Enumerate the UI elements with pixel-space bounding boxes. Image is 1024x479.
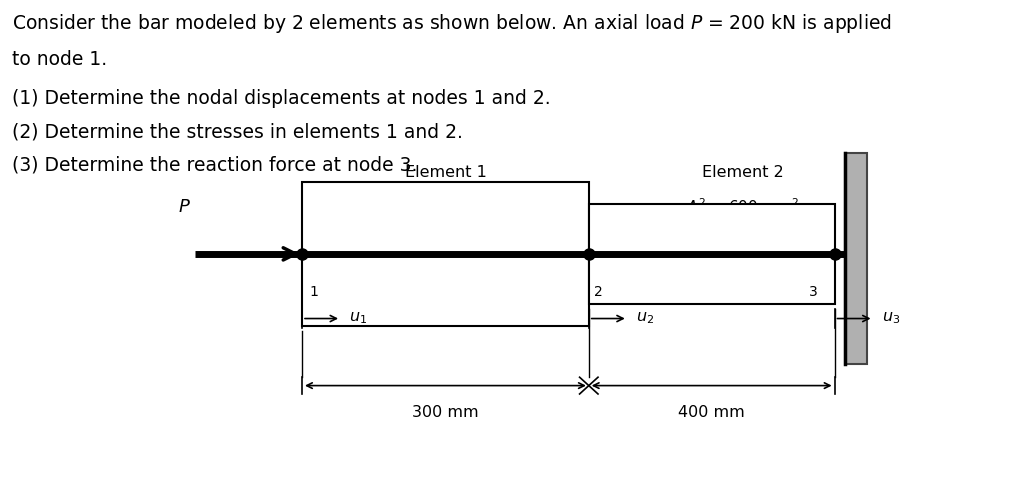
Bar	[302, 182, 589, 326]
Text: $u_3$: $u_3$	[882, 311, 900, 326]
Bar	[845, 153, 867, 364]
Text: Element 1: Element 1	[404, 165, 486, 180]
Text: 300 mm: 300 mm	[412, 405, 479, 420]
Text: $E^2$ = 200 x 10$^9$ N/m$^2$: $E^2$ = 200 x 10$^9$ N/m$^2$	[663, 231, 822, 251]
Text: (2) Determine the stresses in elements 1 and 2.: (2) Determine the stresses in elements 1…	[12, 122, 463, 141]
Text: (3) Determine the reaction force at node 3.: (3) Determine the reaction force at node…	[12, 156, 418, 175]
Text: $u_2$: $u_2$	[636, 311, 654, 326]
Text: $E^1$ = 70 x 10$^9$ N/m$^2$: $E^1$ = 70 x 10$^9$ N/m$^2$	[371, 231, 520, 251]
Text: (1) Determine the nodal displacements at nodes 1 and 2.: (1) Determine the nodal displacements at…	[12, 89, 551, 108]
Text: $A^2$ = 600 mm$^2$: $A^2$ = 600 mm$^2$	[686, 197, 799, 216]
Text: 2: 2	[594, 285, 603, 299]
Text: to node 1.: to node 1.	[12, 50, 108, 69]
Text: $P$: $P$	[178, 197, 190, 216]
Text: $u_1$: $u_1$	[349, 311, 368, 326]
Bar	[589, 204, 835, 304]
Text: Consider the bar modeled by 2 elements as shown below. An axial load $P$ = 200 k: Consider the bar modeled by 2 elements a…	[12, 12, 892, 35]
Text: 1: 1	[309, 285, 318, 299]
Text: 3: 3	[809, 285, 818, 299]
Text: 400 mm: 400 mm	[678, 405, 745, 420]
Text: $A^1$ = 2400 mm$^2$: $A^1$ = 2400 mm$^2$	[384, 197, 507, 216]
Text: Element 2: Element 2	[701, 165, 783, 180]
